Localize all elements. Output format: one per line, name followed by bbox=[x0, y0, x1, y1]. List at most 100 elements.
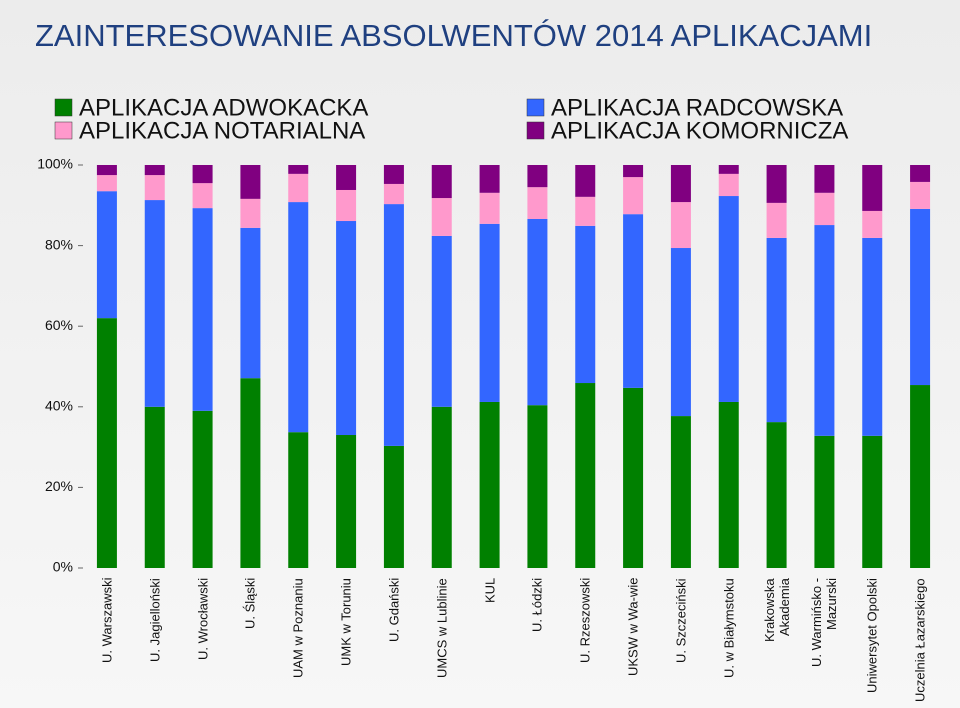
bar-segment bbox=[766, 165, 787, 203]
bar-segment bbox=[862, 165, 883, 211]
bar-segment bbox=[670, 165, 691, 203]
bar-segment bbox=[766, 422, 787, 568]
bar-segment bbox=[144, 406, 165, 568]
bar-segment bbox=[479, 223, 500, 402]
bar-segment bbox=[96, 175, 117, 192]
bar-segment bbox=[240, 165, 261, 199]
bar-segment bbox=[718, 173, 739, 197]
bar-segment bbox=[144, 165, 165, 176]
x-tick-label: UKSW w Wa-wie bbox=[625, 578, 641, 677]
bar-segment bbox=[192, 208, 213, 411]
bar-segment bbox=[766, 237, 787, 423]
bar-segment bbox=[144, 175, 165, 201]
bar-segment bbox=[192, 183, 213, 209]
bar-segment bbox=[383, 204, 404, 446]
x-tick-label: KUL bbox=[482, 578, 498, 604]
bar-segment bbox=[623, 177, 644, 215]
x-tick-label: U. Szczeciński bbox=[673, 578, 689, 663]
y-tick-label: 100% bbox=[37, 156, 73, 172]
bar-segment bbox=[670, 202, 691, 249]
x-tick-label: UAM w Poznaniu bbox=[290, 578, 306, 678]
bar-segment bbox=[288, 432, 309, 568]
x-tick-label: U. Jagielloński bbox=[147, 578, 163, 662]
legend-swatch bbox=[526, 121, 545, 140]
bar-segment bbox=[431, 406, 452, 568]
bar-segment bbox=[814, 165, 835, 193]
x-tick-label: U. Warmińsko - Mazurski bbox=[809, 578, 840, 668]
bar-segment bbox=[718, 401, 739, 568]
bar-segment bbox=[240, 227, 261, 379]
x-tick-label: UMCS w Lublinie bbox=[434, 578, 450, 678]
bar-segment bbox=[910, 385, 931, 568]
legend-swatch bbox=[54, 98, 73, 117]
bar-segment bbox=[336, 435, 357, 568]
bar-segment bbox=[288, 202, 309, 433]
bar-segment bbox=[575, 196, 596, 226]
bar-segment bbox=[431, 165, 452, 199]
x-tick-label: U. Rzeszowski bbox=[577, 578, 593, 664]
legend-swatch bbox=[54, 121, 73, 140]
bar-segment bbox=[383, 165, 404, 184]
bar-segment bbox=[575, 383, 596, 568]
bar-segment bbox=[431, 198, 452, 236]
bar-segment bbox=[910, 165, 931, 182]
bar-segment bbox=[479, 165, 500, 193]
chart-title: ZAINTERESOWANIE ABSOLWENTÓW 2014 APLIKAC… bbox=[35, 18, 872, 53]
bar-segment bbox=[192, 410, 213, 568]
bar-segment bbox=[96, 318, 117, 568]
bar-segment bbox=[336, 221, 357, 436]
bar-segment bbox=[623, 165, 644, 178]
bar-segment bbox=[527, 219, 548, 406]
legend-swatch bbox=[526, 98, 545, 117]
bar-segment bbox=[575, 165, 596, 197]
bar-segment bbox=[144, 200, 165, 407]
x-tick-label: Krakowska Akademia bbox=[761, 578, 792, 642]
legend-label: APLIKACJA NOTARIALNA bbox=[79, 117, 365, 144]
legend-label: APLIKACJA ADWOKACKA bbox=[79, 94, 368, 121]
bar-segment bbox=[336, 189, 357, 222]
x-tick-label: U. w Białymstoku bbox=[721, 578, 737, 678]
bar-segment bbox=[192, 165, 213, 184]
bar-segment bbox=[862, 435, 883, 568]
y-tick-label: 20% bbox=[45, 478, 73, 494]
bar-segment bbox=[96, 165, 117, 176]
y-tick-label: 60% bbox=[45, 317, 73, 333]
bar-segment bbox=[240, 198, 261, 228]
x-tick-label: UMK w Toruniu bbox=[338, 578, 354, 666]
bar-segment bbox=[527, 405, 548, 568]
bar-segment bbox=[527, 165, 548, 188]
x-tick-label: U. Warszawski bbox=[99, 578, 115, 664]
bar-segment bbox=[479, 401, 500, 568]
bar-segment bbox=[96, 191, 117, 319]
x-tick-label: U. Wrocławski bbox=[195, 578, 211, 661]
bar-segment bbox=[383, 183, 404, 205]
bar-segment bbox=[814, 225, 835, 436]
bar-segment bbox=[479, 192, 500, 224]
bar-segment bbox=[862, 237, 883, 436]
bar-segment bbox=[718, 196, 739, 402]
x-tick-label: Uczelnia Łazarskiego bbox=[912, 578, 928, 702]
bar-segment bbox=[336, 165, 357, 190]
bar-segment bbox=[718, 165, 739, 174]
x-tick-label: Uniwersytet Opolski bbox=[864, 578, 880, 693]
x-tick-label: U. Gdański bbox=[386, 578, 402, 643]
legend-label: APLIKACJA RADCOWSKA bbox=[551, 94, 843, 121]
bar-segment bbox=[910, 181, 931, 209]
bar-segment bbox=[527, 187, 548, 220]
bar-segment bbox=[766, 202, 787, 238]
bar-segment bbox=[910, 208, 931, 386]
y-tick-label: 40% bbox=[45, 398, 73, 414]
bar-segment bbox=[623, 387, 644, 568]
bar-segment bbox=[288, 165, 309, 174]
bar-segment bbox=[814, 192, 835, 226]
bar-segment bbox=[431, 235, 452, 407]
bar-segment bbox=[288, 173, 309, 203]
bar-segment bbox=[814, 435, 835, 568]
bar-segment bbox=[670, 416, 691, 568]
y-tick-label: 80% bbox=[45, 236, 73, 252]
x-tick-label: U. Śląski bbox=[242, 578, 258, 630]
bar-segment bbox=[240, 378, 261, 568]
bar-segment bbox=[862, 210, 883, 238]
